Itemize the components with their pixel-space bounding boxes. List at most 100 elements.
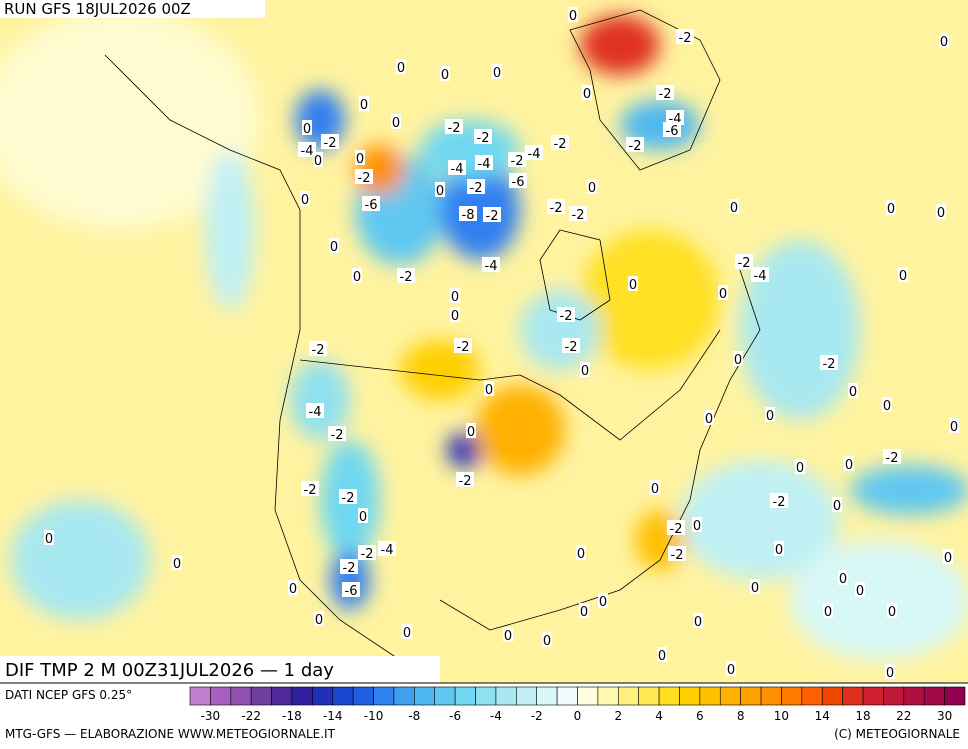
contour-label-box — [313, 152, 323, 167]
colorbar-label: 14 — [815, 709, 830, 723]
contour-label: 0 — [887, 202, 895, 217]
contour-label-box — [576, 545, 586, 560]
map-field — [0, 0, 968, 683]
contour-label: -2 — [670, 522, 683, 537]
colorbar-swatch — [271, 686, 293, 706]
contour-label: 0 — [301, 193, 309, 208]
contour-label-box — [454, 338, 472, 353]
contour-label: -6 — [365, 198, 378, 213]
contour-label-box — [172, 555, 182, 570]
contour-label-box — [503, 627, 513, 642]
colorbar-label: 8 — [737, 709, 745, 723]
contour-label: -2 — [459, 474, 472, 489]
contour-label: 0 — [580, 605, 588, 620]
colorbar-label: -18 — [282, 709, 302, 723]
contour-label: 0 — [543, 634, 551, 649]
contour-label: 0 — [766, 409, 774, 424]
colorbar-swatch — [250, 686, 272, 706]
contour-label-box — [704, 410, 714, 425]
contour-label: -4 — [478, 157, 491, 172]
contour-label: 0 — [734, 353, 742, 368]
contour-label: -4 — [485, 259, 498, 274]
colorbar-label: 22 — [896, 709, 911, 723]
contour-label-box — [342, 582, 360, 597]
contour-label: 0 — [581, 364, 589, 379]
contour-label-box — [362, 196, 380, 211]
contour-label: -2 — [560, 309, 573, 324]
contour-label: 0 — [45, 532, 53, 547]
contour-label: 0 — [588, 181, 596, 196]
colorbar-label: -6 — [449, 709, 461, 723]
contour-label: 0 — [751, 581, 759, 596]
contour-label: 0 — [727, 663, 735, 678]
contour-label: -2 — [565, 340, 578, 355]
contour-label-box — [321, 134, 339, 149]
contour-label-box — [396, 59, 406, 74]
contour-label-box — [823, 603, 833, 618]
colorbar-swatch — [210, 686, 232, 706]
contour-label: 0 — [303, 122, 311, 137]
contour-label: 0 — [569, 9, 577, 24]
contour-label-box — [626, 137, 644, 152]
contour-label: 0 — [173, 557, 181, 572]
colorbar-label: 4 — [655, 709, 663, 723]
colorbar-swatch — [719, 686, 741, 706]
contour-label: -2 — [671, 548, 684, 563]
contour-label: -2 — [448, 121, 461, 136]
contour-label: 0 — [441, 68, 449, 83]
contour-label-box — [693, 613, 703, 628]
contour-label: 0 — [467, 425, 475, 440]
contour-label: 0 — [888, 605, 896, 620]
contour-label: -8 — [462, 208, 475, 223]
contour-label-box — [898, 267, 908, 282]
contour-label-box — [328, 426, 346, 441]
contour-label: -4 — [528, 147, 541, 162]
contour-label-box — [949, 418, 959, 433]
contour-label: 0 — [883, 399, 891, 414]
contour-label-box — [309, 341, 327, 356]
contour-label: -2 — [358, 171, 371, 186]
colorbar-label: 6 — [696, 709, 704, 723]
contour-label: 0 — [577, 547, 585, 562]
contour-label: 0 — [392, 116, 400, 131]
colorbar-swatch — [883, 686, 905, 706]
contour-label-box — [580, 362, 590, 377]
contour-label-box — [943, 549, 953, 564]
contour-label-box — [358, 545, 376, 560]
contour-label-box — [339, 489, 357, 504]
contour-label: -2 — [342, 491, 355, 506]
contour-label: 0 — [950, 420, 958, 435]
colorbar-label: -2 — [531, 709, 543, 723]
contour-label: 0 — [944, 551, 952, 566]
colorbar-swatch — [944, 686, 966, 706]
contour-label-box — [355, 150, 365, 165]
contour-label: -2 — [511, 154, 524, 169]
contour-label-box — [735, 254, 753, 269]
contour-label-box — [435, 182, 445, 197]
contour-labels: 0-2 00 0 00 -20-4-60-2-4-2-20-2-4-200-4 -4 -2-… — [44, 7, 959, 681]
contour-label-box — [656, 85, 674, 100]
contour-label-box — [329, 238, 339, 253]
contour-label: 0 — [839, 572, 847, 587]
contour-label-box — [676, 29, 694, 44]
contour-label: -2 — [477, 131, 490, 146]
contour-label: 0 — [289, 582, 297, 597]
contour-label: 0 — [899, 269, 907, 284]
contour-label-box — [288, 580, 298, 595]
colorbar-label: -30 — [201, 709, 221, 723]
contour-label: 0 — [360, 98, 368, 113]
contour-label-box — [598, 593, 608, 608]
contour-label-box — [397, 268, 415, 283]
contour-label-box — [482, 257, 500, 272]
contour-label-box — [883, 449, 901, 464]
contour-label-box — [838, 570, 848, 585]
contour-label: 0 — [403, 626, 411, 641]
colorbar-swatch — [536, 686, 558, 706]
contour-label: -2 — [486, 209, 499, 224]
contour-label: 0 — [694, 615, 702, 630]
contour-label: 0 — [719, 287, 727, 302]
colorbar-swatch — [577, 686, 599, 706]
contour-label-box — [795, 459, 805, 474]
contour-label-box — [378, 541, 396, 556]
colorbar-label: 10 — [774, 709, 789, 723]
